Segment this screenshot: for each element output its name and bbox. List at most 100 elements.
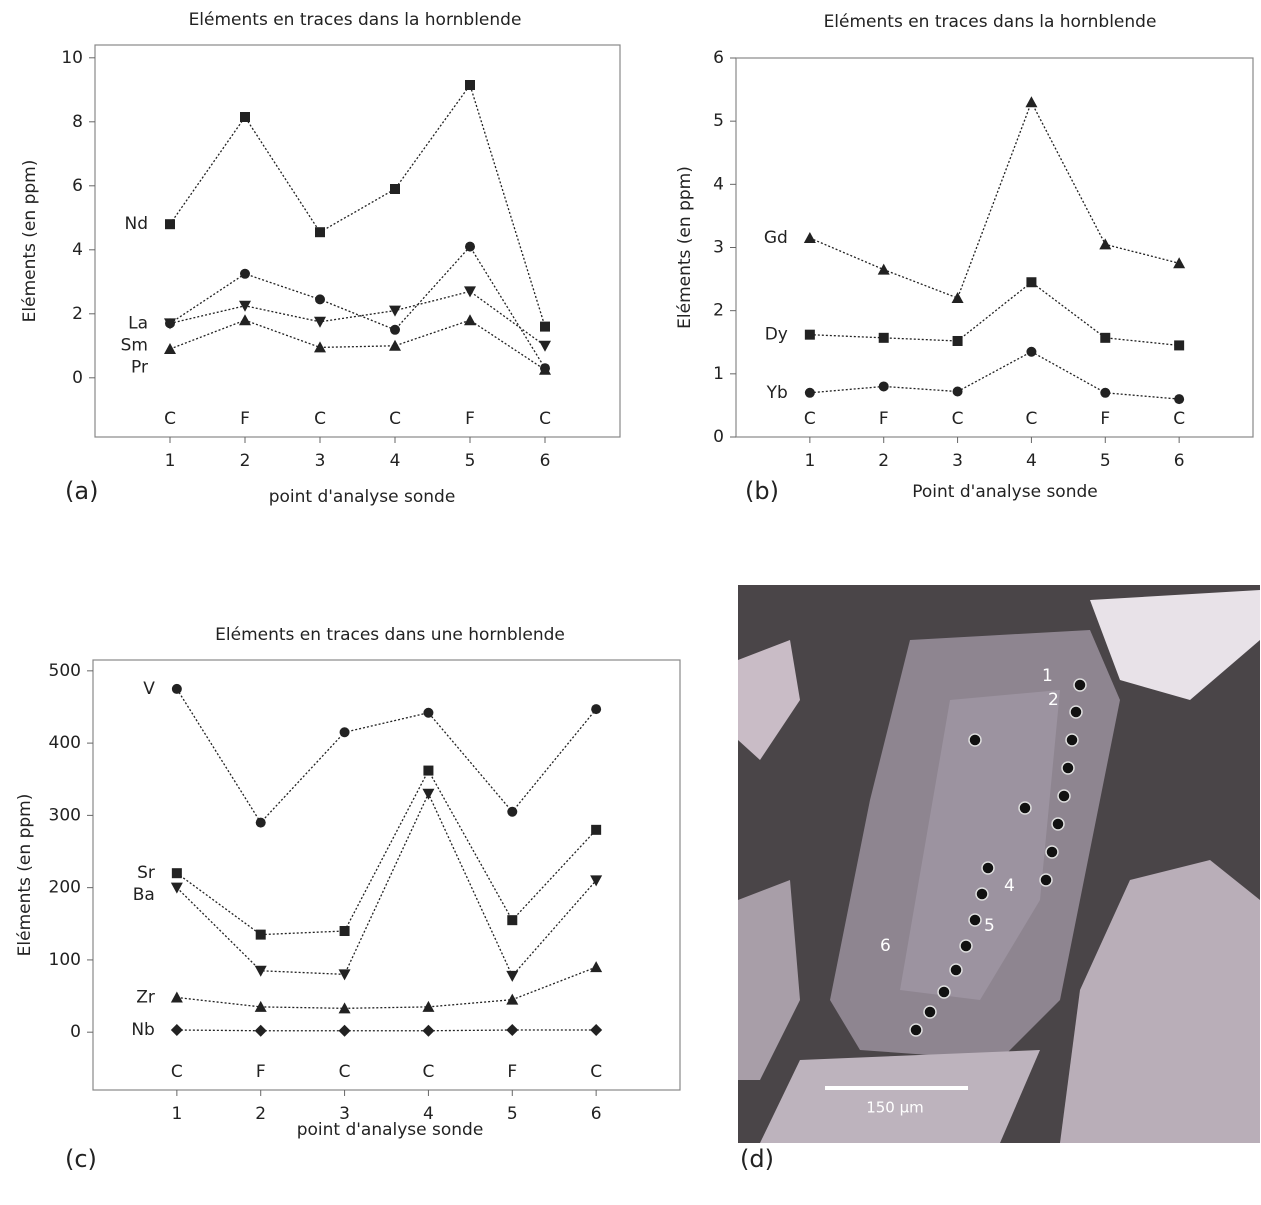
series-label: Zr bbox=[136, 987, 155, 1007]
marker bbox=[239, 300, 251, 312]
marker bbox=[338, 969, 351, 981]
y-tick-label: 1 bbox=[713, 364, 724, 384]
x-tick-label: 4 bbox=[423, 1104, 434, 1124]
marker bbox=[590, 961, 603, 973]
marker bbox=[164, 318, 176, 330]
marker bbox=[170, 882, 183, 894]
marker bbox=[171, 868, 182, 879]
marker bbox=[952, 386, 963, 397]
marker bbox=[240, 112, 250, 122]
zone-label: F bbox=[256, 1062, 266, 1082]
zone-label: C bbox=[952, 409, 964, 429]
marker bbox=[422, 1000, 435, 1012]
y-tick-label: 0 bbox=[70, 1022, 81, 1042]
marker bbox=[507, 915, 518, 926]
marker bbox=[338, 1002, 351, 1014]
marker bbox=[1100, 332, 1111, 343]
zone-label: F bbox=[465, 409, 475, 429]
series-label: Dy bbox=[765, 325, 788, 345]
series-label: Yb bbox=[766, 383, 788, 403]
series-label: Nd bbox=[124, 214, 148, 234]
series-label: V bbox=[143, 679, 155, 699]
x-tick-label: 3 bbox=[952, 451, 963, 471]
marker bbox=[539, 340, 551, 352]
photo-grain bbox=[1090, 590, 1260, 700]
photo-grain bbox=[738, 880, 800, 1080]
y-tick-label: 8 bbox=[72, 112, 83, 132]
x-tick-label: 2 bbox=[255, 1104, 266, 1124]
y-tick-label: 3 bbox=[713, 238, 724, 258]
marker bbox=[464, 314, 476, 326]
x-tick-label: 4 bbox=[390, 451, 401, 471]
plot-frame bbox=[94, 44, 621, 438]
marker bbox=[506, 970, 519, 982]
x-tick-label: 1 bbox=[804, 451, 815, 471]
series-line bbox=[176, 792, 597, 977]
series-label: Sm bbox=[121, 335, 148, 355]
marker bbox=[254, 1000, 267, 1012]
analysis-spots bbox=[909, 678, 1087, 1037]
marker bbox=[1173, 257, 1186, 269]
panel-label: (c) bbox=[65, 1145, 97, 1173]
series-line bbox=[809, 100, 1180, 299]
marker bbox=[591, 824, 602, 835]
marker bbox=[803, 232, 816, 244]
marker bbox=[389, 305, 401, 317]
marker bbox=[422, 1024, 435, 1037]
marker bbox=[314, 341, 326, 353]
marker bbox=[590, 875, 603, 887]
marker bbox=[254, 965, 267, 977]
y-tick-label: 2 bbox=[72, 304, 83, 324]
marker bbox=[255, 817, 266, 828]
panel-label: (b) bbox=[745, 477, 779, 505]
marker bbox=[315, 294, 325, 305]
marker bbox=[591, 704, 602, 715]
marker bbox=[506, 1024, 519, 1037]
zone-label: F bbox=[507, 1062, 517, 1082]
photo-point-label: 6 bbox=[880, 936, 891, 956]
marker bbox=[422, 788, 435, 800]
marker bbox=[877, 263, 890, 275]
zone-label: C bbox=[164, 409, 176, 429]
x-tick-label: 6 bbox=[540, 451, 551, 471]
series-label: Pr bbox=[131, 357, 148, 377]
x-tick-label: 1 bbox=[171, 1104, 182, 1124]
photo-grain bbox=[760, 1050, 1040, 1143]
series-line bbox=[176, 688, 597, 824]
series-line bbox=[169, 319, 546, 371]
y-tick-label: 400 bbox=[49, 733, 81, 753]
photo-point-label: 1 bbox=[1042, 666, 1053, 686]
series-label: Nb bbox=[131, 1020, 155, 1040]
y-axis-label: Eléments (en ppm) bbox=[15, 794, 35, 957]
series-line bbox=[176, 769, 597, 936]
zone-label: C bbox=[1025, 409, 1037, 429]
marker bbox=[165, 219, 175, 230]
panel-label: (d) bbox=[740, 1145, 774, 1173]
marker bbox=[254, 1024, 267, 1037]
y-tick-label: 4 bbox=[713, 174, 724, 194]
y-tick-label: 200 bbox=[49, 878, 81, 898]
photo-crystal-core bbox=[900, 690, 1060, 1000]
series-label: Gd bbox=[764, 228, 788, 248]
photo-point-label: 4 bbox=[1004, 876, 1015, 896]
photo-grain bbox=[1060, 860, 1260, 1143]
zone-label: C bbox=[804, 409, 816, 429]
marker bbox=[464, 286, 476, 298]
zone-label: C bbox=[590, 1062, 602, 1082]
marker bbox=[389, 339, 401, 351]
zone-label: C bbox=[339, 1062, 351, 1082]
marker bbox=[240, 268, 250, 279]
series-label: La bbox=[128, 313, 148, 333]
scale-bar-label: 150 µm bbox=[866, 1099, 924, 1117]
marker bbox=[1174, 340, 1185, 351]
marker bbox=[1100, 387, 1111, 398]
y-tick-label: 4 bbox=[72, 240, 83, 260]
marker bbox=[338, 1024, 351, 1037]
x-tick-label: 3 bbox=[339, 1104, 350, 1124]
marker bbox=[170, 1024, 183, 1037]
marker bbox=[804, 387, 815, 398]
y-axis-label: Eléments (en ppm) bbox=[20, 160, 40, 323]
marker bbox=[539, 363, 551, 375]
zone-label: C bbox=[314, 409, 326, 429]
y-tick-label: 0 bbox=[72, 368, 83, 388]
